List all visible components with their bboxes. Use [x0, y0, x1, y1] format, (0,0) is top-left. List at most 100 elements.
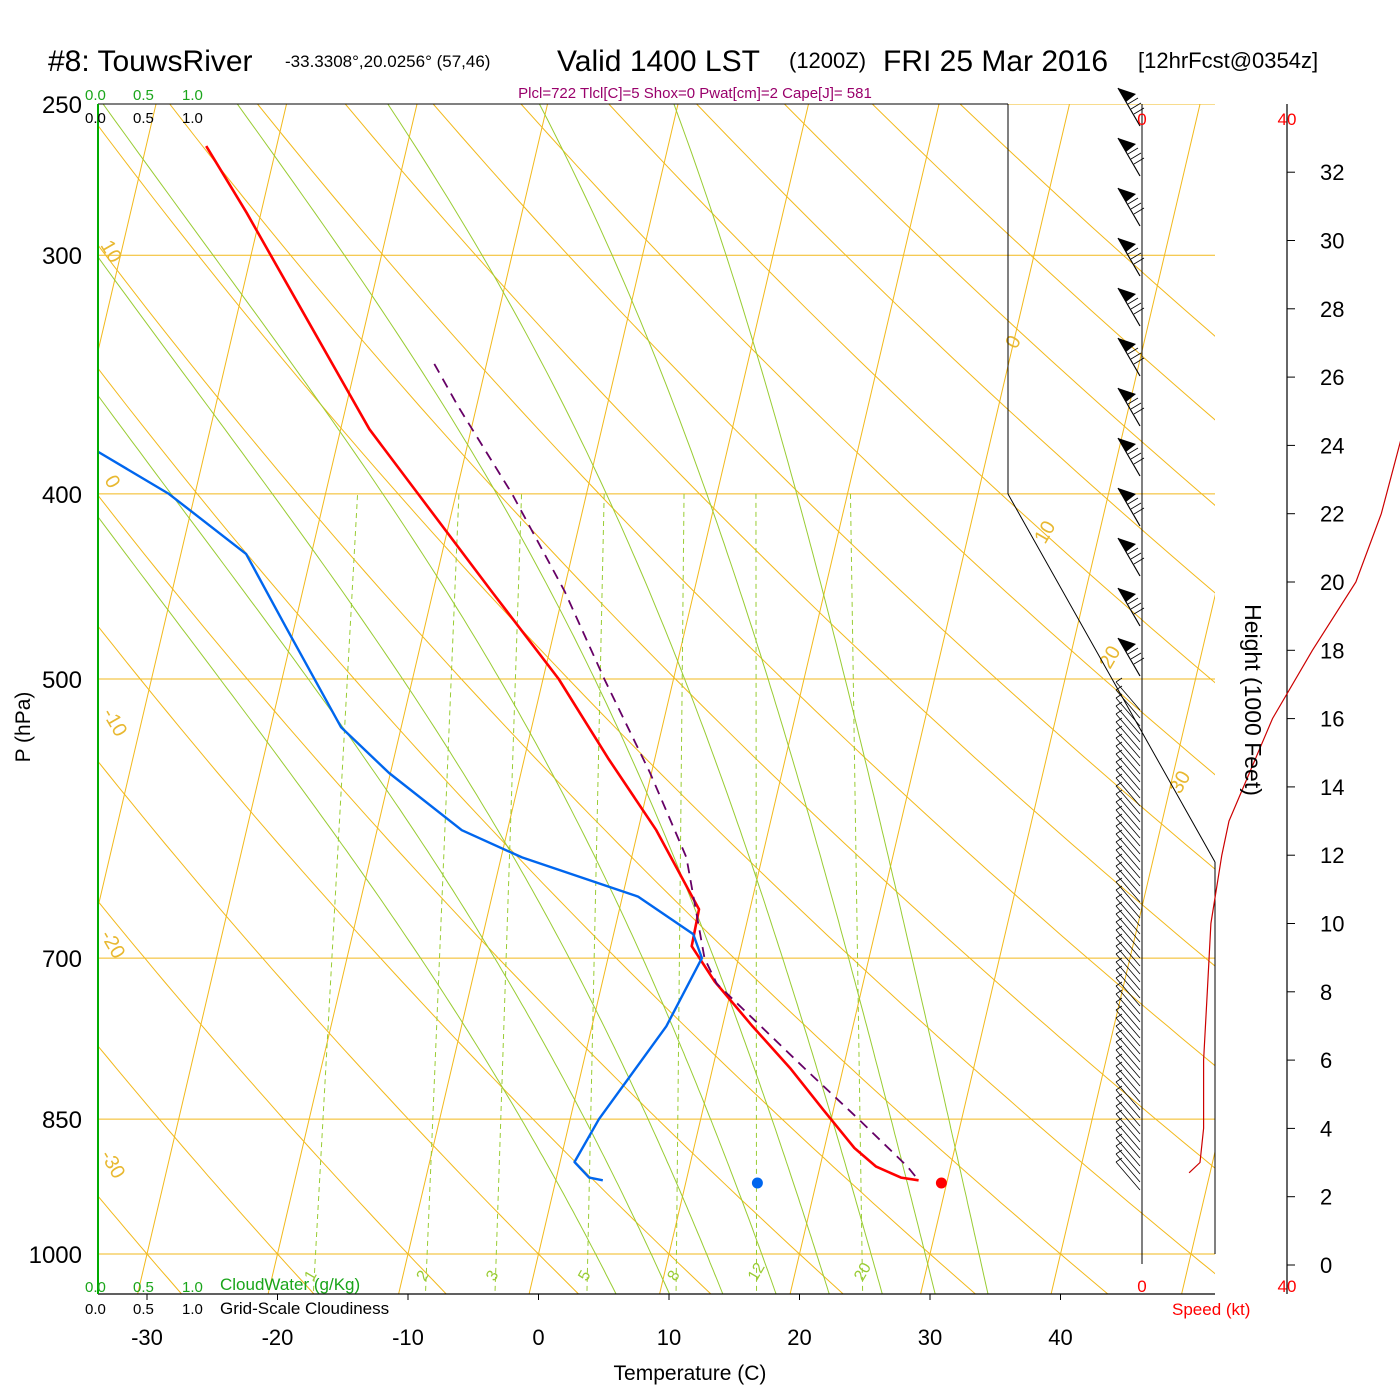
- isotherm-label: 10: [1030, 517, 1060, 547]
- cloudiness-tick-top-1: 0.5: [133, 110, 154, 127]
- wind-barb-staff: [1115, 1073, 1141, 1103]
- wind-barb-staff: [1115, 921, 1141, 951]
- mixing-ratio-label: 12: [745, 1260, 769, 1284]
- wind-barb: [1115, 1157, 1141, 1191]
- wind-barb-feather: [1115, 1021, 1123, 1027]
- wind-barb-feather: [1115, 893, 1123, 899]
- wind-barb: [1115, 733, 1141, 767]
- moist-adiabat-line: [98, 515, 617, 1294]
- wind-barb-staff: [1115, 681, 1141, 711]
- surface-temperature-point: [935, 1177, 947, 1189]
- moist-adiabat-line: [98, 394, 671, 1294]
- wind-barb: [1115, 685, 1141, 719]
- wind-barb-staff: [1115, 905, 1141, 935]
- wind-barb-feather: [1115, 837, 1123, 843]
- wind-barb-staff: [1115, 1041, 1141, 1071]
- wind-barb: [1115, 1053, 1141, 1087]
- isotherm-label: -30: [96, 1147, 130, 1183]
- wind-barb-feather: [1127, 247, 1139, 255]
- cloudwater-tick-bottom-0: 0.0: [85, 1279, 106, 1296]
- wind-barb-staff: [1115, 825, 1141, 855]
- wind-barb: [1115, 917, 1141, 951]
- wind-barb-staff: [1115, 945, 1141, 975]
- wind-barb-feather: [1115, 877, 1123, 883]
- wind-barb-feather: [1115, 1069, 1123, 1075]
- wind-barb: [1115, 949, 1141, 983]
- wind-barb: [1115, 853, 1141, 887]
- dry-adiabat-line: [696, 104, 1215, 594]
- cloudwater-tick-top-0: 0.0: [85, 87, 106, 104]
- dry-adiabat-line: [98, 1195, 183, 1294]
- speed-tick-top: 0: [1137, 110, 1146, 129]
- wind-barb: [1115, 773, 1141, 807]
- dry-adiabat-line: [98, 760, 580, 1294]
- temp-tick-label: 10: [657, 1325, 681, 1350]
- station-title: #8: TouwsRiver: [48, 45, 253, 78]
- wind-barb: [1115, 933, 1141, 967]
- height-tick-label: 12: [1320, 843, 1344, 868]
- station-coords: -33.3308°,20.0256° (57,46): [285, 52, 490, 71]
- wind-barb-feather: [1115, 925, 1123, 931]
- wind-barb: [1115, 717, 1141, 751]
- wind-barb-feather: [1115, 901, 1123, 907]
- wind-barb: [1115, 1109, 1141, 1143]
- wind-barb-feather: [1115, 1013, 1123, 1019]
- wind-barb: [1115, 813, 1141, 847]
- temp-tick-label: -10: [392, 1325, 424, 1350]
- utc-time: (1200Z): [789, 48, 866, 73]
- wind-barb: [1115, 725, 1141, 759]
- speed-axis-title: Speed (kt): [1172, 1300, 1250, 1319]
- wind-barb-feather: [1115, 677, 1123, 683]
- wind-barb: [1117, 437, 1145, 477]
- mixing-ratio-label: 20: [851, 1260, 875, 1284]
- wind-barb: [1115, 741, 1141, 775]
- wind-barb-staff: [1115, 761, 1141, 791]
- wind-barb-staff: [1115, 1017, 1141, 1047]
- mixing-ratio-label: 8: [665, 1268, 684, 1284]
- dry-adiabat-line: [432, 104, 1215, 870]
- wind-barb-feather: [1115, 765, 1123, 771]
- height-tick-label: 24: [1320, 433, 1344, 458]
- dry-adiabat-line: [98, 244, 1109, 1294]
- wind-barb-feather: [1130, 302, 1142, 310]
- speed-tick-top: 40: [1278, 110, 1297, 129]
- wind-barb-feather: [1115, 805, 1123, 811]
- wind-barb-staff: [1115, 1065, 1141, 1095]
- series-layer: [98, 145, 947, 1189]
- height-axis-title: Height (1000 Feet): [1240, 604, 1266, 796]
- pressure-tick-label: 500: [42, 667, 82, 694]
- wind-barb-staff: [1115, 969, 1141, 999]
- wind-barb: [1115, 757, 1141, 791]
- wind-barb-staff: [1115, 873, 1141, 903]
- wind-barb: [1115, 1029, 1141, 1063]
- wind-barb-feather: [1115, 1045, 1123, 1051]
- wind-barb-staff: [1115, 689, 1141, 719]
- isotherm-line: [659, 104, 940, 1294]
- height-tick-label: 28: [1320, 297, 1344, 322]
- wind-barb-pennant: [1118, 538, 1136, 552]
- wind-barb-feather: [1115, 997, 1123, 1003]
- wind-barb-feather: [1115, 957, 1123, 963]
- dry-adiabat-line: [98, 1045, 315, 1294]
- cloudiness-tick-top-2: 1.0: [182, 110, 203, 127]
- wind-barb-staff: [1115, 713, 1141, 743]
- wind-barb-staff: [1115, 993, 1141, 1023]
- moist-adiabat-line: [236, 104, 830, 1294]
- wind-barb-pennant: [1118, 188, 1136, 202]
- wind-barb-feather: [1115, 829, 1123, 835]
- isotherm-line: [920, 104, 1201, 1294]
- wind-barb: [1115, 829, 1141, 863]
- wind-barb-staff: [1115, 793, 1141, 823]
- wind-barb-feather: [1130, 202, 1142, 210]
- wind-barb-feather: [1115, 1133, 1123, 1139]
- wind-barb-feather: [1130, 102, 1142, 110]
- wind-barb-feather: [1115, 1117, 1123, 1123]
- wind-barb-staff: [1115, 937, 1141, 967]
- wind-barb-staff: [1115, 745, 1141, 775]
- wind-barb-feather: [1130, 352, 1142, 360]
- mixing-ratio-line: [849, 493, 864, 1294]
- wind-barb-feather: [1115, 781, 1123, 787]
- isotherm-label: 0: [1001, 332, 1026, 353]
- wind-barb-feather: [1127, 197, 1139, 205]
- wind-barb: [1115, 965, 1141, 999]
